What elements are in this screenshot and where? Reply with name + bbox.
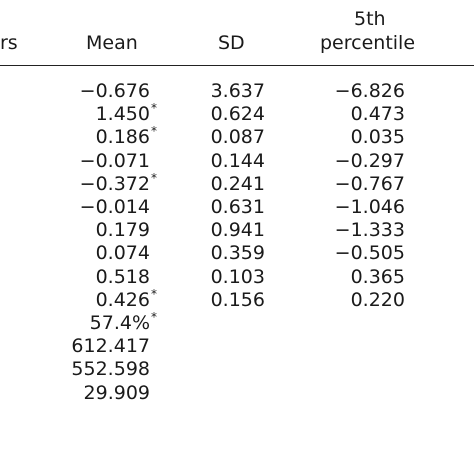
cell-mean: 612.417 <box>71 335 150 357</box>
header-rule <box>0 65 474 66</box>
cell-sd: 0.631 <box>210 196 265 218</box>
cell-mean: 1.450* <box>95 101 157 127</box>
cell-mean: −0.071 <box>80 150 150 172</box>
cell-mean: 552.598 <box>71 358 150 380</box>
cell-mean-value: 29.909 <box>83 381 150 404</box>
cell-5th-percentile: 0.365 <box>350 265 405 288</box>
cell-mean-value: 0.518 <box>95 265 150 288</box>
header-sd: SD <box>218 32 245 54</box>
cell-mean-value: 0.186 <box>95 126 150 149</box>
cell-5th-percentile: −0.767 <box>334 172 405 195</box>
cell-mean-value: 0.426 <box>95 288 150 311</box>
cell-sd: 0.359 <box>210 242 265 265</box>
cell-mean-value: 612.417 <box>71 335 150 358</box>
cell-5th-percentile: 0.035 <box>350 126 405 149</box>
significance-star: * <box>151 310 157 324</box>
cell-mean-value: 1.450 <box>95 103 150 126</box>
significance-star: * <box>151 101 157 116</box>
cell-mean-value: −0.071 <box>79 149 150 172</box>
cell-5th-percentile: −6.826 <box>334 80 405 102</box>
header-5th: 5th <box>354 8 386 30</box>
significance-star: * <box>151 124 157 139</box>
cell-sd: 0.087 <box>210 126 265 149</box>
header-percentile: percentile <box>320 32 416 54</box>
cell-5th-percentile: −1.333 <box>334 219 405 242</box>
significance-star: * <box>151 170 157 185</box>
cell-sd: 0.144 <box>210 149 265 172</box>
cell-5th-percentile: −0.505 <box>334 242 405 265</box>
cell-sd: 0.941 <box>210 219 265 242</box>
cell-mean-value: −0.676 <box>79 80 150 102</box>
cell-5th-percentile: 0.220 <box>350 288 405 311</box>
cell-mean: −0.014 <box>80 196 150 218</box>
cell-sd: 0.241 <box>210 172 265 195</box>
cell-mean: 0.518 <box>96 266 150 288</box>
significance-star: * <box>151 286 157 301</box>
cell-mean: −0.372* <box>79 170 157 197</box>
cell-mean-value: 0.179 <box>95 219 150 242</box>
header-variables-partial: rs <box>0 32 18 54</box>
cell-sd: 3.637 <box>210 80 265 102</box>
cell-sd: 0.103 <box>210 265 265 288</box>
cell-sd: 0.156 <box>210 288 265 311</box>
cell-mean-value: 552.598 <box>71 358 150 381</box>
cell-mean-value: 57.4% <box>89 312 150 334</box>
cell-5th-percentile: 0.473 <box>350 103 405 126</box>
cell-sd: 0.624 <box>210 103 265 126</box>
cell-mean: −0.676 <box>80 80 150 102</box>
cell-mean-value: 0.074 <box>95 242 150 265</box>
cell-mean: 0.186* <box>95 124 157 150</box>
cell-mean: 57.4%* <box>89 310 157 336</box>
cell-mean: 0.074 <box>96 242 150 264</box>
cell-mean-value: −0.372 <box>79 172 150 195</box>
cell-mean: 0.426* <box>95 286 157 313</box>
cell-mean: 0.179 <box>96 219 150 241</box>
cell-mean: 29.909 <box>84 382 150 404</box>
cell-mean-value: −0.014 <box>79 196 150 218</box>
cell-5th-percentile: −1.046 <box>334 196 405 218</box>
cell-5th-percentile: −0.297 <box>334 149 405 172</box>
header-mean: Mean <box>86 32 138 54</box>
